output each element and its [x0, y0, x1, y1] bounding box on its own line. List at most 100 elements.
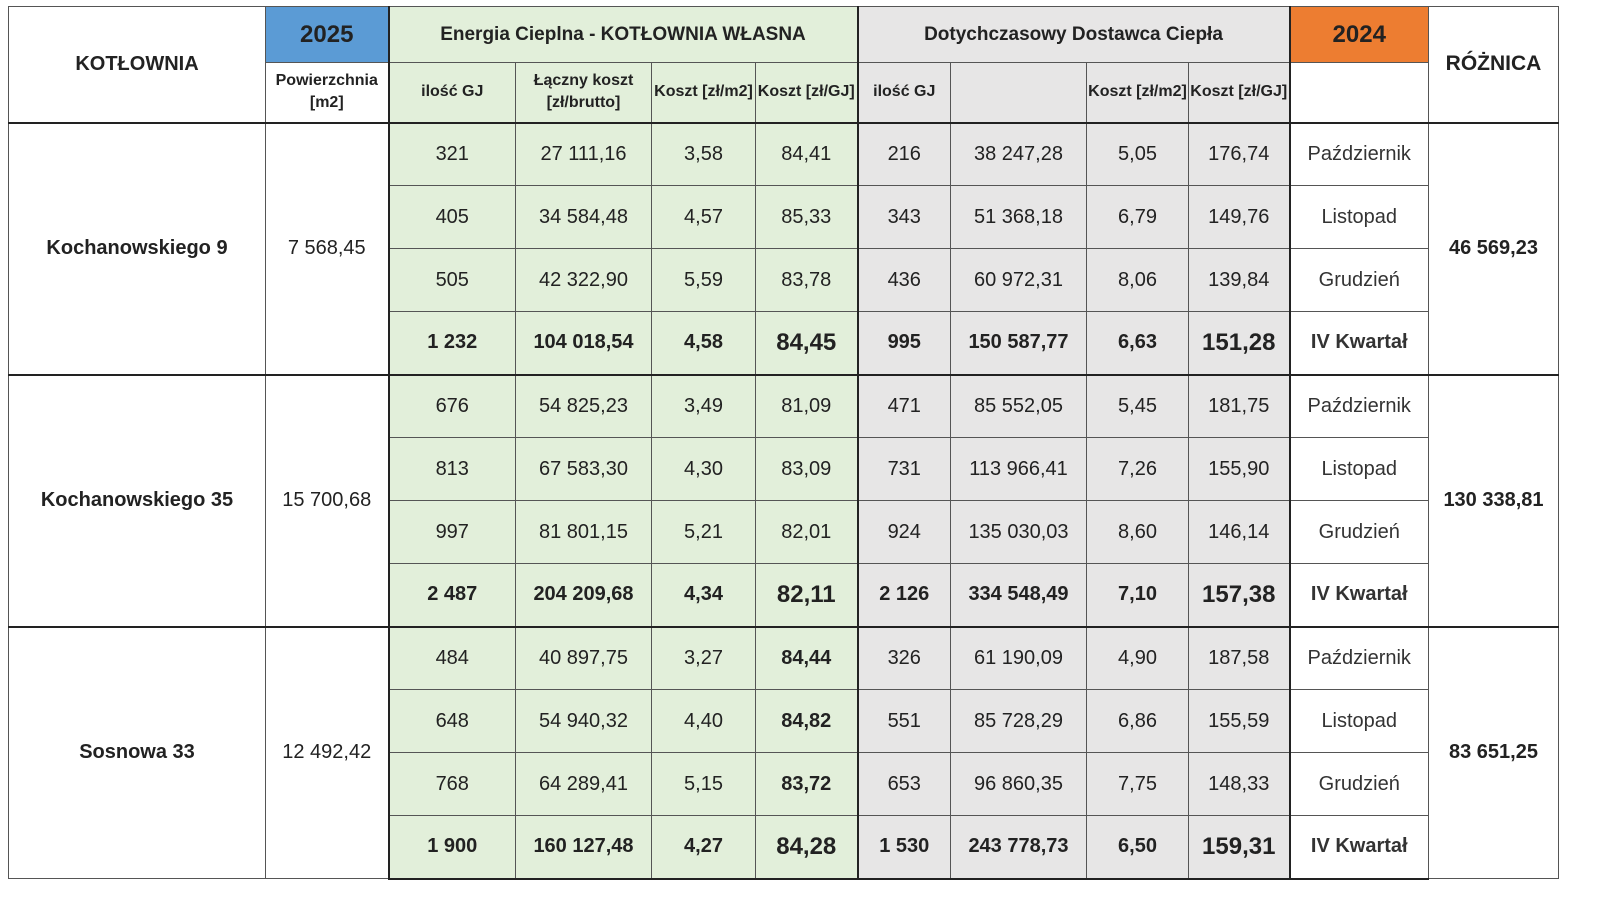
- month-label: Październik: [1288, 373, 1429, 438]
- own-value: 4,34: [651, 563, 756, 628]
- own-value: 64 289,41: [515, 752, 652, 816]
- own-value: 83,78: [755, 248, 858, 312]
- supplier-value: 38 247,28: [950, 121, 1087, 186]
- own-value: 484: [387, 625, 516, 690]
- supplier-value: 326: [856, 625, 951, 690]
- own-value: 81 801,15: [515, 500, 652, 564]
- own-value: 1 232: [387, 311, 516, 376]
- own-value: 4,30: [651, 437, 756, 501]
- supplier-value: 85 552,05: [950, 373, 1087, 438]
- own-value: 321: [387, 121, 516, 186]
- month-label: Październik: [1288, 121, 1429, 186]
- supplier-value: 436: [856, 248, 951, 312]
- supplier-value: 150 587,77: [950, 311, 1087, 376]
- supplier-value: 139,84: [1188, 248, 1290, 312]
- own-value: 83,72: [755, 752, 858, 816]
- own-value: 84,44: [755, 625, 858, 690]
- difference-value: 46 569,23: [1428, 121, 1559, 375]
- own-value: 4,57: [651, 185, 756, 249]
- supplier-value: 551: [856, 689, 951, 753]
- supplier-value: 155,90: [1188, 437, 1290, 501]
- month-row: 505 42 322,90 5,59 83,78 436 60 972,31 8,06 139…: [9, 248, 1559, 312]
- supplier-value: 96 860,35: [950, 752, 1087, 816]
- supplier-value: 5,05: [1086, 121, 1189, 186]
- month-label: Listopad: [1288, 689, 1429, 753]
- month-label: Grudzień: [1288, 248, 1429, 312]
- own-col-header: ilość GJ: [387, 62, 516, 123]
- month-row: 768 64 289,41 5,15 83,72 653 96 860,35 7,75 148…: [9, 752, 1559, 816]
- month-row: 405 34 584,48 4,57 85,33 343 51 368,18 6,79 149…: [9, 185, 1559, 249]
- own-value: 5,15: [651, 752, 756, 816]
- own-value: 813: [387, 437, 516, 501]
- supplier-value: 6,86: [1086, 689, 1189, 753]
- month-row: 813 67 583,30 4,30 83,09 731 113 966,41 7,26 15…: [9, 437, 1559, 501]
- supplier-value: 653: [856, 752, 951, 816]
- own-value: 81,09: [755, 373, 858, 438]
- supplier-col-header: Koszt [zł/m2]: [1086, 62, 1189, 123]
- month-label: IV Kwartał: [1288, 311, 1429, 376]
- supplier-value: 155,59: [1188, 689, 1290, 753]
- own-value: 3,27: [651, 625, 756, 690]
- supplier-value: 51 368,18: [950, 185, 1087, 249]
- own-value: 676: [387, 373, 516, 438]
- own-value: 4,27: [651, 815, 756, 880]
- own-value: 83,09: [755, 437, 858, 501]
- own-col-header: Łączny koszt [zł/brutto]: [515, 62, 652, 123]
- boiler-name: Sosnowa 33: [8, 625, 266, 879]
- own-value: 4,58: [651, 311, 756, 376]
- year-2025-header: 2025: [265, 6, 389, 63]
- supplier-value: 7,26: [1086, 437, 1189, 501]
- supplier-value: 471: [856, 373, 951, 438]
- month-col-header: [1288, 62, 1429, 123]
- supplier-value: 61 190,09: [950, 625, 1087, 690]
- supplier-value: 85 728,29: [950, 689, 1087, 753]
- own-value: 2 487: [387, 563, 516, 628]
- own-value: 54 940,32: [515, 689, 652, 753]
- own-value: 85,33: [755, 185, 858, 249]
- month-label: Listopad: [1288, 437, 1429, 501]
- own-value: 84,28: [755, 815, 858, 880]
- own-value: 27 111,16: [515, 121, 652, 186]
- supplier-value: 149,76: [1188, 185, 1290, 249]
- own-col-header: Koszt [zł/GJ]: [755, 62, 858, 123]
- own-value: 42 322,90: [515, 248, 652, 312]
- supplier-value: 146,14: [1188, 500, 1290, 564]
- own-value: 3,58: [651, 121, 756, 186]
- boiler-name: Kochanowskiego 35: [8, 373, 266, 627]
- supplier-value: 8,06: [1086, 248, 1189, 312]
- month-row: Kochanowskiego 35 15 700,68 676 54 825,23 3,…: [8, 373, 1559, 627]
- own-boiler-group-header: Energia Cieplna - KOTŁOWNIA WŁASNA: [387, 6, 858, 63]
- own-value: 84,41: [755, 121, 858, 186]
- own-value: 160 127,48: [515, 815, 652, 880]
- supplier-col-header: Koszt [zł/GJ]: [1188, 62, 1290, 123]
- own-value: 84,82: [755, 689, 858, 753]
- month-label: Listopad: [1288, 185, 1429, 249]
- supplier-value: 243 778,73: [950, 815, 1087, 880]
- supplier-value: 187,58: [1188, 625, 1290, 690]
- area-header: Powierzchnia [m2]: [265, 62, 389, 123]
- supplier-value: 6,50: [1086, 815, 1189, 880]
- supplier-value: 181,75: [1188, 373, 1290, 438]
- boiler-name: Kochanowskiego 9: [8, 121, 266, 375]
- own-value: 34 584,48: [515, 185, 652, 249]
- difference-header: RÓŻNICA: [1428, 6, 1559, 123]
- quarter-total-row: 1 900 160 127,48 4,27 84,28 1 530 243 778,73 6…: [9, 815, 1559, 880]
- month-label: IV Kwartał: [1288, 563, 1429, 628]
- own-value: 5,21: [651, 500, 756, 564]
- difference-value: 130 338,81: [1428, 373, 1559, 627]
- supplier-col-header: ilość GJ: [856, 62, 951, 123]
- area-value: 7 568,45: [265, 121, 389, 375]
- month-row: Sosnowa 33 12 492,42 484 40 897,75 3,27 84,44…: [8, 625, 1559, 879]
- own-value: 82,01: [755, 500, 858, 564]
- supplier-value: 159,31: [1188, 815, 1290, 880]
- quarter-total-row: 2 487 204 209,68 4,34 82,11 2 126 334 548,49 7…: [9, 563, 1559, 628]
- area-value: 12 492,42: [265, 625, 389, 879]
- supplier-group-header: Dotychczasowy Dostawca Ciepła: [856, 6, 1290, 63]
- own-col-header: Koszt [zł/m2]: [651, 62, 756, 123]
- supplier-value: 995: [856, 311, 951, 376]
- month-label: IV Kwartał: [1288, 815, 1429, 880]
- own-value: 204 209,68: [515, 563, 652, 628]
- own-value: 104 018,54: [515, 311, 652, 376]
- supplier-value: 148,33: [1188, 752, 1290, 816]
